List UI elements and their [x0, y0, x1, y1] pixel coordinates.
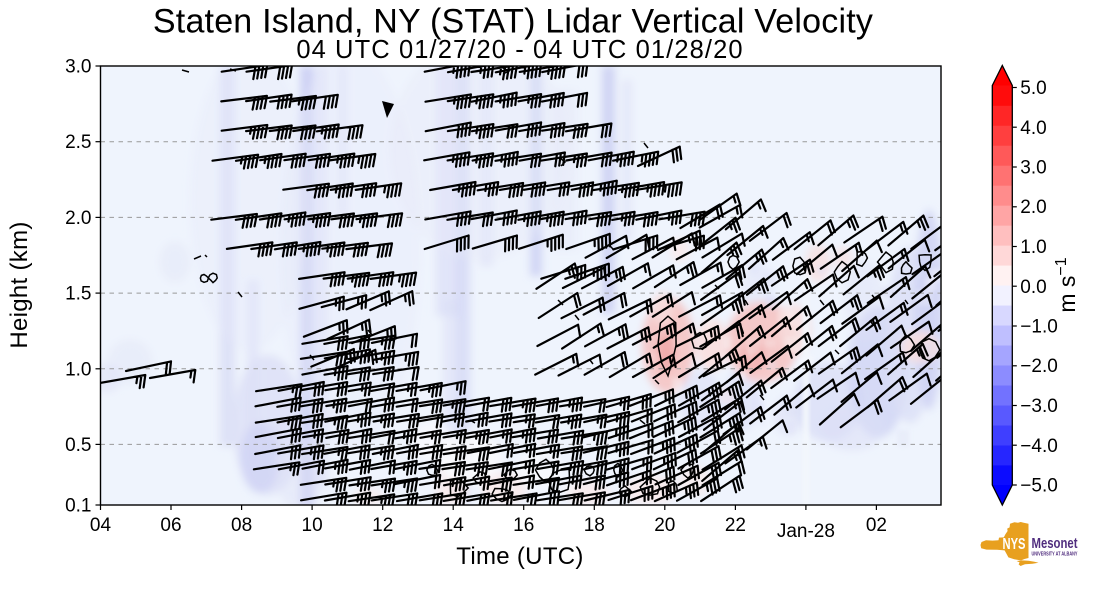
svg-text:10: 10	[302, 515, 323, 536]
svg-text:20: 20	[654, 515, 675, 536]
svg-text:04: 04	[90, 515, 112, 536]
svg-text:18: 18	[584, 515, 605, 536]
svg-text:02: 02	[866, 515, 887, 536]
svg-text:4.0: 4.0	[1020, 118, 1046, 139]
svg-text:Staten Island, NY (STAT) Lidar: Staten Island, NY (STAT) Lidar Vertical …	[153, 3, 873, 41]
svg-text:Jan-28: Jan-28	[777, 521, 835, 542]
svg-text:−1.0: −1.0	[1020, 317, 1058, 338]
svg-text:1.0: 1.0	[1020, 237, 1046, 258]
svg-text:Mesonet: Mesonet	[1032, 535, 1078, 552]
svg-text:22: 22	[725, 515, 746, 536]
svg-text:04 UTC 01/27/20 - 04 UTC 01/28: 04 UTC 01/27/20 - 04 UTC 01/28/20	[296, 36, 743, 64]
svg-text:3.0: 3.0	[65, 57, 91, 78]
svg-text:Time (UTC): Time (UTC)	[456, 543, 583, 570]
svg-text:08: 08	[231, 515, 252, 536]
svg-text:NYS: NYS	[1003, 536, 1026, 553]
svg-text:−3.0: −3.0	[1020, 396, 1058, 417]
svg-text:2.0: 2.0	[1020, 197, 1046, 218]
svg-text:UNIVERSITY AT ALBANY: UNIVERSITY AT ALBANY	[1032, 552, 1079, 558]
svg-text:0.5: 0.5	[65, 435, 91, 456]
svg-text:0.1: 0.1	[65, 496, 91, 517]
svg-text:16: 16	[513, 515, 534, 536]
svg-text:Height (km): Height (km)	[6, 221, 33, 348]
svg-text:−4.0: −4.0	[1020, 436, 1058, 457]
svg-text:0.0: 0.0	[1020, 277, 1046, 298]
svg-text:5.0: 5.0	[1020, 78, 1046, 99]
svg-text:2.0: 2.0	[65, 208, 91, 229]
svg-text:−2.0: −2.0	[1020, 356, 1058, 377]
svg-text:−5.0: −5.0	[1020, 476, 1058, 497]
svg-text:06: 06	[160, 515, 181, 536]
svg-text:1.5: 1.5	[65, 284, 91, 305]
svg-text:3.0: 3.0	[1020, 158, 1046, 179]
svg-text:14: 14	[443, 515, 465, 536]
svg-text:1.0: 1.0	[65, 359, 91, 380]
svg-text:12: 12	[372, 515, 393, 536]
svg-text:2.5: 2.5	[65, 132, 91, 153]
